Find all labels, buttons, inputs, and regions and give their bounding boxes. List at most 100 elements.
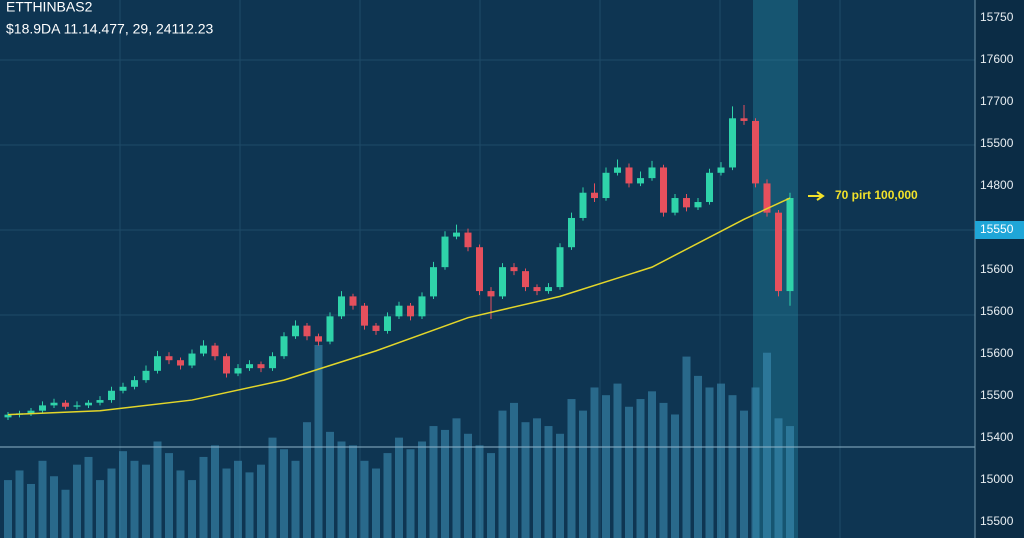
volume-bar xyxy=(751,387,760,538)
candle-body xyxy=(671,198,679,213)
candle-body xyxy=(177,360,184,366)
moving-average xyxy=(7,197,791,416)
volume-bar xyxy=(130,460,139,538)
volume-layer xyxy=(4,345,794,538)
candle-body xyxy=(430,267,437,297)
candle-body xyxy=(234,368,242,374)
candle-body xyxy=(614,167,621,173)
candle-body xyxy=(200,345,207,354)
volume-bar xyxy=(291,460,300,538)
candle-body xyxy=(453,232,460,237)
candle-body xyxy=(729,118,736,168)
volume-bar xyxy=(153,441,162,538)
volume-bar xyxy=(717,383,725,538)
candle-body xyxy=(579,192,587,218)
candle-body xyxy=(464,232,472,248)
volume-bar xyxy=(636,399,645,538)
volume-bar xyxy=(337,441,346,538)
volume-bar xyxy=(234,460,242,538)
candle-body xyxy=(131,380,138,387)
volume-bar xyxy=(441,429,449,538)
candle-body xyxy=(637,178,644,184)
volume-bar xyxy=(498,410,507,538)
candle-body xyxy=(487,291,495,297)
volume-bar xyxy=(705,387,714,538)
volume-bar xyxy=(245,472,254,538)
candle-body xyxy=(786,198,794,292)
volume-bar xyxy=(27,483,35,538)
candle-body xyxy=(27,410,35,414)
candle-layer xyxy=(4,105,794,420)
axis-label: 15600 xyxy=(980,304,1014,318)
volume-bar xyxy=(84,456,93,538)
volume-bar xyxy=(613,383,622,538)
volume-bar xyxy=(199,456,208,538)
candle-body xyxy=(211,345,219,357)
candle-body xyxy=(269,356,276,369)
candle-body xyxy=(476,247,483,292)
axis-labels: 15750 17600 17700 15500 14800 15600 15600 15600… xyxy=(980,10,1014,528)
candle-body xyxy=(50,402,58,406)
annotation-arrow xyxy=(808,191,825,201)
volume-bar xyxy=(326,431,334,538)
candle-body xyxy=(326,316,334,342)
volume-bar xyxy=(96,480,104,538)
volume-bar xyxy=(694,375,702,538)
candle-body xyxy=(533,287,541,292)
volume-bar xyxy=(648,391,656,538)
axis-label: 15500 xyxy=(980,388,1014,402)
candle-body xyxy=(292,325,299,337)
candle-body xyxy=(223,356,230,374)
volume-bar xyxy=(452,418,461,538)
volume-bar xyxy=(188,480,196,538)
candle-body xyxy=(165,356,173,361)
candle-body xyxy=(73,405,81,407)
volume-bar xyxy=(579,410,587,538)
candle-body xyxy=(775,212,782,292)
volume-bar xyxy=(257,464,265,538)
candle-body xyxy=(683,198,690,208)
candle-body xyxy=(4,414,12,418)
candle-body xyxy=(407,305,414,317)
volume-bar xyxy=(395,437,403,538)
candle-body xyxy=(372,325,380,331)
candle-body xyxy=(706,172,713,203)
volume-bar xyxy=(556,433,564,538)
volume-bar xyxy=(510,402,518,538)
volume-bar xyxy=(625,406,633,538)
volume-bar xyxy=(728,395,737,538)
candle-body xyxy=(568,217,575,248)
plot-background xyxy=(0,0,975,538)
candle-body xyxy=(39,405,46,411)
chart-title: ETTHINBAS2 xyxy=(6,0,93,15)
candle-body xyxy=(602,172,610,199)
volume-bar xyxy=(671,414,679,538)
volume-bar xyxy=(590,387,599,538)
volume-bar xyxy=(142,464,150,538)
axis-label: 15600 xyxy=(980,346,1014,360)
candle-body xyxy=(142,370,150,381)
candle-body xyxy=(96,400,104,403)
candle-body xyxy=(660,167,667,213)
candle-body xyxy=(522,271,529,288)
volume-bar xyxy=(487,453,495,538)
candle-body xyxy=(361,305,368,326)
axis-label: 15500 xyxy=(980,136,1014,150)
candle-body xyxy=(556,247,564,288)
volume-bar xyxy=(314,345,323,538)
axis-label: 17600 xyxy=(980,52,1014,66)
volume-bar xyxy=(740,410,748,538)
price-axis xyxy=(975,0,1024,538)
candle-body xyxy=(763,183,771,213)
volume-bar xyxy=(602,395,610,538)
candle-body xyxy=(315,336,322,342)
candle-body xyxy=(108,390,115,401)
volume-bar xyxy=(268,437,277,538)
candle-body xyxy=(349,296,357,306)
chart-subtitle: $18.9DA 11.14.477, 29, 24112.23 xyxy=(6,21,214,37)
volume-bar xyxy=(544,426,553,538)
candle-body xyxy=(119,386,127,391)
candle-body xyxy=(441,236,449,268)
candle-body xyxy=(338,296,345,317)
